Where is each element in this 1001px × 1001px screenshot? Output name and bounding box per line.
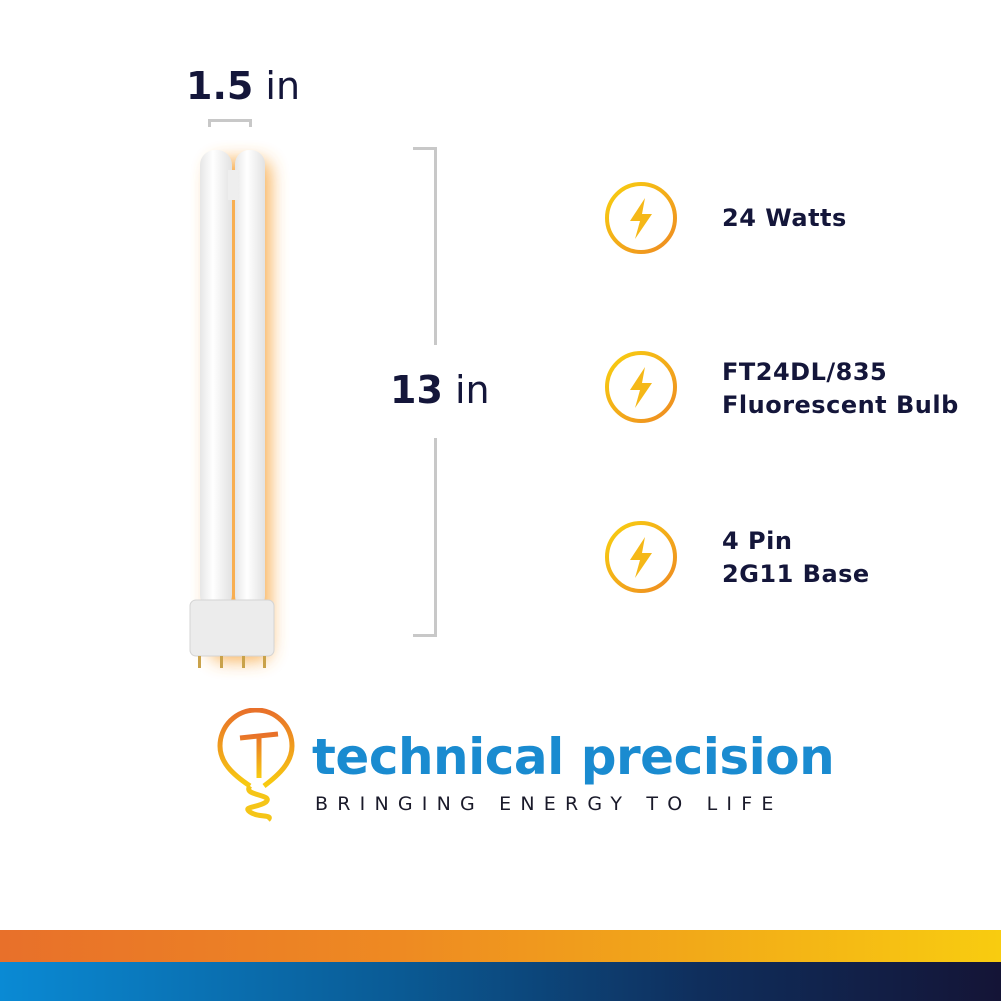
- width-bracket: [208, 119, 252, 127]
- lightning-bolt-icon: [604, 350, 678, 424]
- spec-item-model: [604, 350, 678, 428]
- width-value: 1.5: [186, 64, 254, 108]
- spec-line: 24 Watts: [722, 204, 847, 232]
- spec-wattage-text: 24 Watts: [722, 202, 847, 235]
- height-value: 13: [390, 368, 443, 412]
- spec-line: FT24DL/835: [722, 358, 888, 386]
- width-dimension: 1.5 in: [186, 64, 300, 108]
- spec-base-text: 4 Pin 2G11 Base: [722, 525, 870, 591]
- height-bracket-top: [413, 147, 437, 345]
- fluorescent-bulb-image: [189, 150, 275, 668]
- spec-line: 2G11 Base: [722, 560, 870, 588]
- lightbulb-logo-icon: [217, 708, 295, 822]
- lightning-bolt-icon: [604, 181, 678, 255]
- spec-item-base: [604, 520, 678, 598]
- brand-name: technical precision: [312, 728, 835, 786]
- spec-line: 4 Pin: [722, 527, 793, 555]
- orange-footer-band: [0, 930, 1001, 962]
- width-unit: in: [265, 64, 301, 108]
- spec-item-wattage: [604, 181, 678, 259]
- lightning-bolt-icon: [604, 520, 678, 594]
- height-unit: in: [454, 368, 490, 412]
- spec-line: Fluorescent Bulb: [722, 391, 959, 419]
- height-bracket-bottom: [413, 438, 437, 637]
- brand-tagline: BRINGING ENERGY TO LIFE: [315, 793, 783, 815]
- blue-footer-band: [0, 962, 1001, 1001]
- spec-model-text: FT24DL/835 Fluorescent Bulb: [722, 356, 959, 422]
- height-dimension: 13 in: [390, 368, 490, 412]
